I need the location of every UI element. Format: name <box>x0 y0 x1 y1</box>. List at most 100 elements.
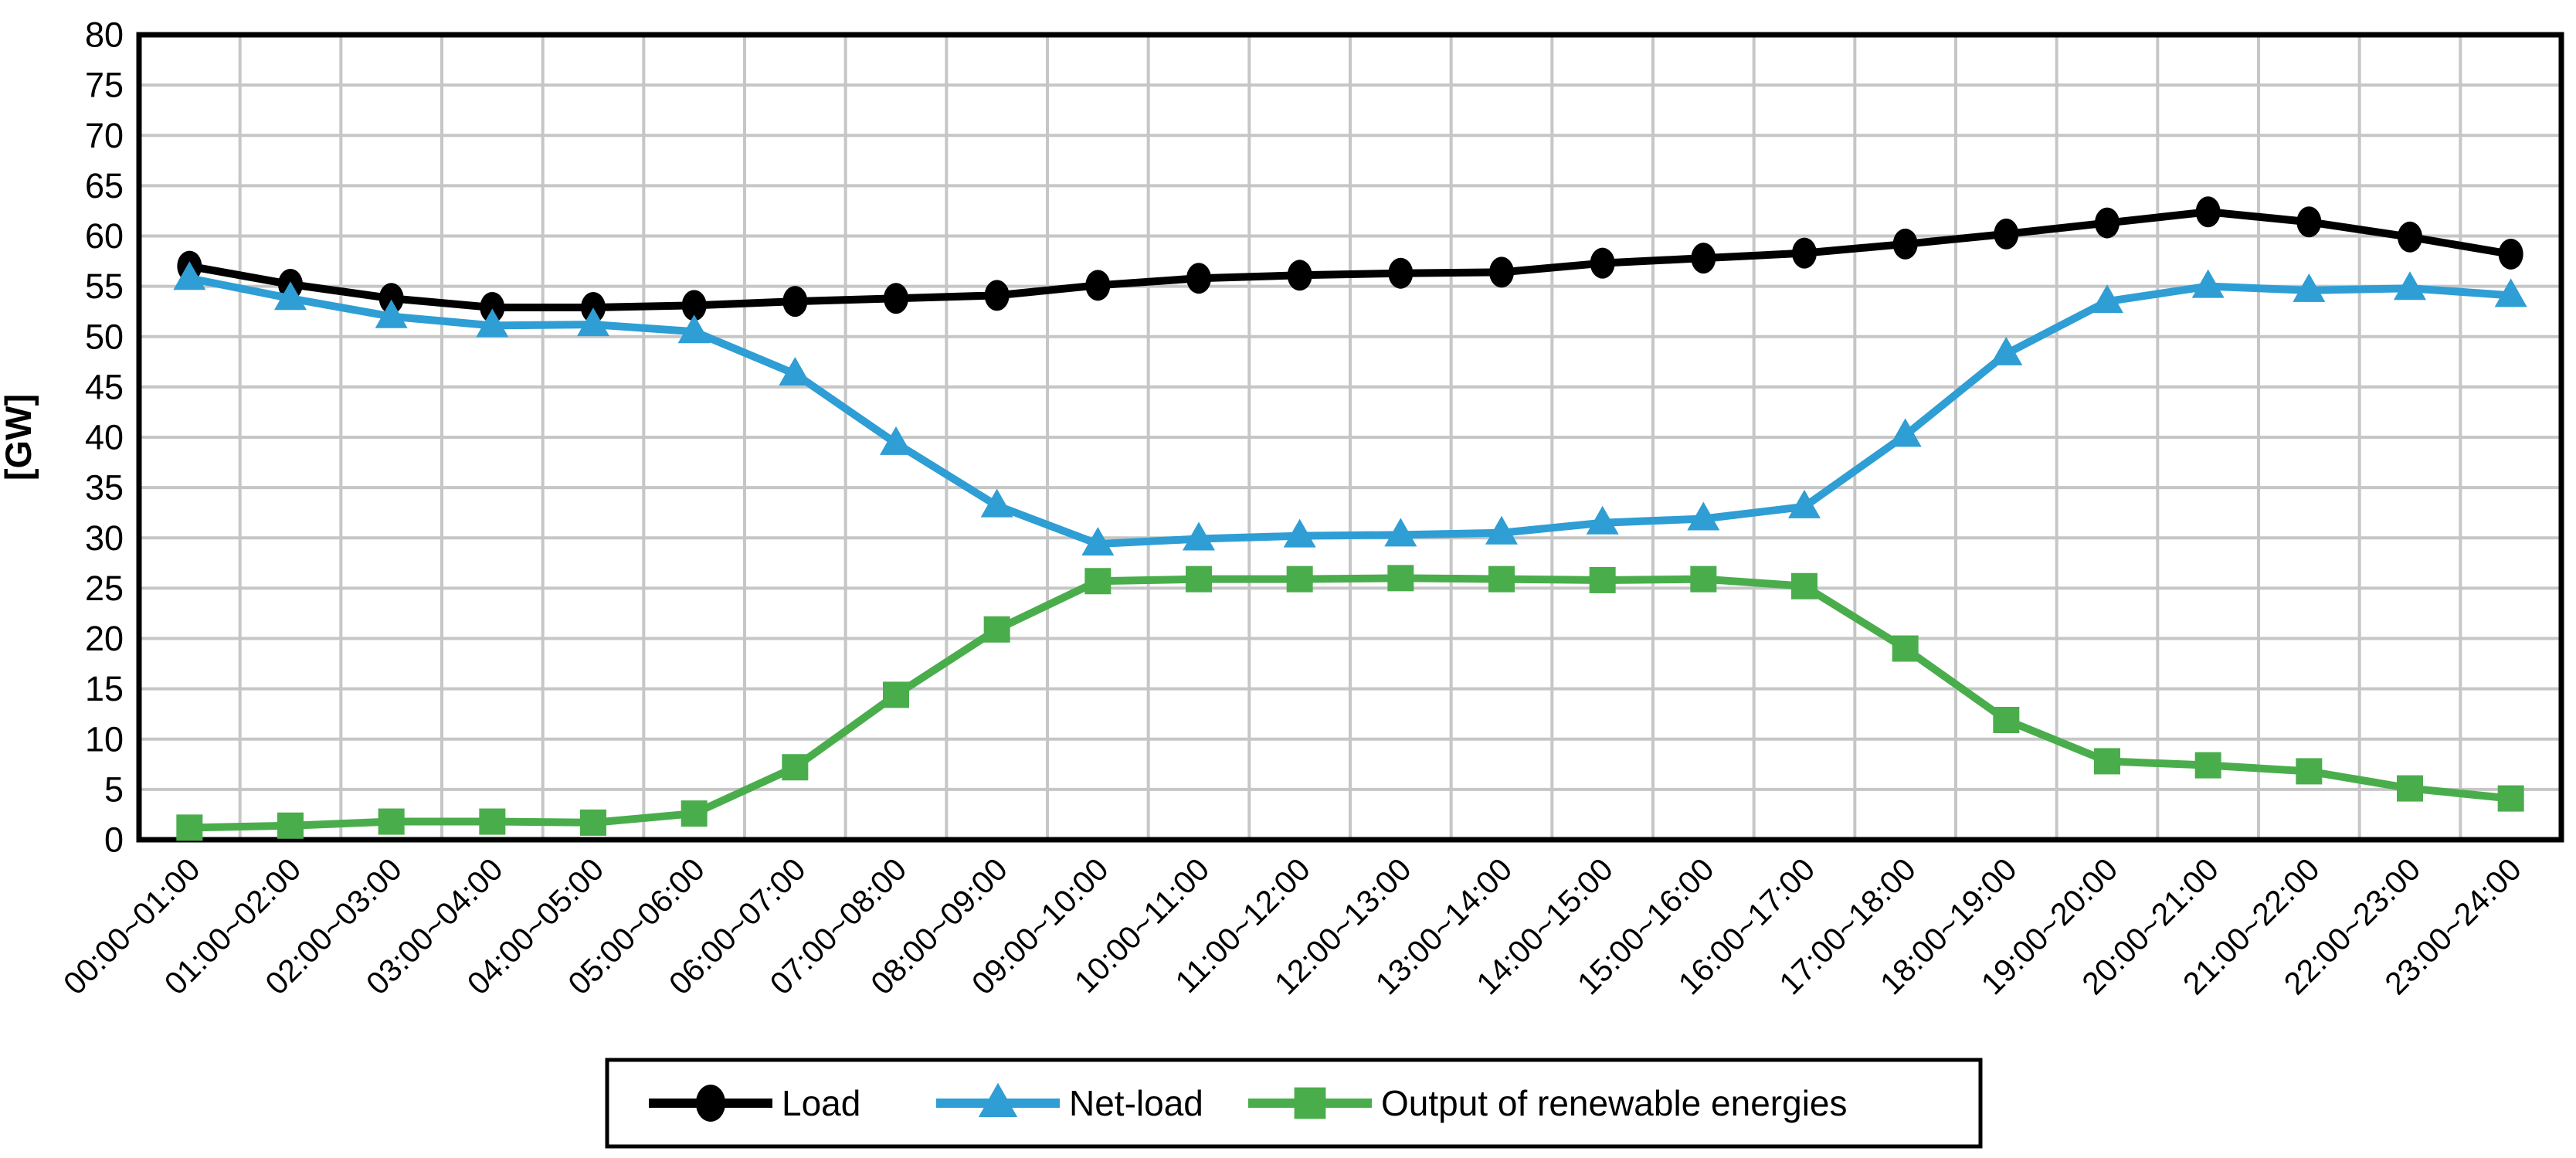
y-tick-label: 70 <box>85 116 124 155</box>
data-point-marker <box>2095 207 2120 239</box>
plot-border <box>136 32 2564 843</box>
data-point-marker <box>884 283 908 314</box>
data-point-marker <box>1084 568 1112 595</box>
data-point-marker <box>984 280 1010 311</box>
y-tick-label: 30 <box>85 518 124 558</box>
series-line <box>189 574 2512 832</box>
data-point-marker <box>1283 518 1316 548</box>
data-point-marker <box>1387 565 1414 592</box>
data-point-marker <box>480 291 505 323</box>
data-point-marker <box>274 281 307 311</box>
y-tick-label: 35 <box>85 468 124 508</box>
legend-label: Output of renewable energies <box>1381 1083 1848 1123</box>
data-point-marker <box>2195 196 2221 228</box>
legend-label: Net-load <box>1069 1083 1203 1123</box>
data-point-marker <box>2497 785 2524 812</box>
data-point-marker <box>1994 218 2019 250</box>
series-output-of-renewable-energies <box>176 565 2524 841</box>
data-point-marker <box>2194 752 2221 779</box>
data-point-marker <box>883 681 909 708</box>
data-point-marker <box>2398 221 2422 253</box>
y-tick-label: 75 <box>85 66 124 105</box>
data-point-marker <box>1687 501 1720 531</box>
y-tick-label: 5 <box>104 769 124 809</box>
data-point-marker <box>378 808 405 835</box>
data-point-marker <box>1792 237 1817 269</box>
data-point-marker <box>1186 565 1212 593</box>
data-point-marker <box>1690 565 1717 593</box>
y-tick-label: 15 <box>85 669 124 708</box>
data-point-marker <box>277 812 304 839</box>
data-point-marker <box>1183 521 1215 551</box>
legend-item-load: Load <box>649 1083 860 1123</box>
data-point-marker <box>980 488 1013 518</box>
data-point-marker <box>1589 566 1616 593</box>
y-tick-label: 40 <box>85 418 124 457</box>
data-point-marker <box>681 290 707 321</box>
data-point-marker <box>1489 256 1514 288</box>
legend: Load Net-load Output of renewable energies <box>605 1058 1983 1149</box>
series-line <box>188 274 2512 548</box>
data-point-marker <box>1691 243 1716 274</box>
y-tick-label: 10 <box>85 719 124 759</box>
data-point-marker <box>2498 238 2523 270</box>
data-point-marker <box>2191 269 2225 298</box>
data-point-marker <box>375 299 408 328</box>
y-tick-label: 50 <box>85 317 124 356</box>
y-axis-title: [GW] <box>0 394 39 481</box>
data-point-marker <box>1990 336 2023 365</box>
data-point-marker <box>173 261 206 290</box>
data-point-marker <box>577 307 609 337</box>
legend-marker <box>1294 1087 1326 1119</box>
y-tick-label: 0 <box>104 820 124 860</box>
data-point-marker <box>1892 635 1919 662</box>
y-tick-label: 45 <box>85 367 124 406</box>
series-load <box>177 196 2523 323</box>
data-point-marker <box>2293 273 2326 302</box>
data-point-marker <box>1384 518 1417 547</box>
data-point-marker <box>581 291 606 323</box>
data-point-marker <box>2397 775 2423 802</box>
data-point-marker <box>1286 565 1313 593</box>
legend-marker <box>695 1085 726 1122</box>
data-point-marker <box>2494 278 2527 307</box>
y-tick-label: 80 <box>85 15 124 55</box>
y-tick-label: 60 <box>85 216 124 256</box>
data-point-marker <box>1586 505 1619 535</box>
data-point-marker <box>476 308 509 338</box>
legend-marker <box>978 1082 1018 1117</box>
data-point-marker <box>782 754 809 781</box>
data-point-marker <box>1791 572 1817 599</box>
data-point-marker <box>1287 260 1312 291</box>
data-point-marker <box>1081 527 1115 556</box>
data-point-marker <box>1993 707 2020 734</box>
data-point-marker <box>176 814 203 841</box>
data-point-marker <box>378 283 404 314</box>
data-point-marker <box>2094 748 2120 775</box>
data-point-marker <box>680 800 708 827</box>
legend-item-output-of-renewable-energies: Output of renewable energies <box>1248 1083 1848 1123</box>
data-point-marker <box>983 616 1010 643</box>
data-point-marker <box>580 809 606 836</box>
data-point-marker <box>1889 418 1922 447</box>
data-point-marker <box>1085 270 1111 301</box>
y-tick-label: 25 <box>85 569 124 608</box>
y-tick-label: 20 <box>85 619 124 658</box>
data-point-marker <box>1488 565 1515 593</box>
y-tick-label: 65 <box>85 166 124 205</box>
data-point-marker <box>677 314 711 344</box>
data-point-marker <box>1388 257 1414 289</box>
series-line <box>188 208 2512 311</box>
data-point-marker <box>880 426 912 455</box>
series-net-load <box>173 261 2527 556</box>
data-point-marker <box>779 356 812 385</box>
data-point-marker <box>2296 758 2323 785</box>
data-point-marker <box>1892 228 1918 260</box>
data-point-marker <box>1590 247 1615 279</box>
data-point-marker <box>782 286 808 318</box>
data-point-marker <box>1186 263 1211 294</box>
data-point-marker <box>2394 271 2426 301</box>
data-point-marker <box>479 808 506 835</box>
